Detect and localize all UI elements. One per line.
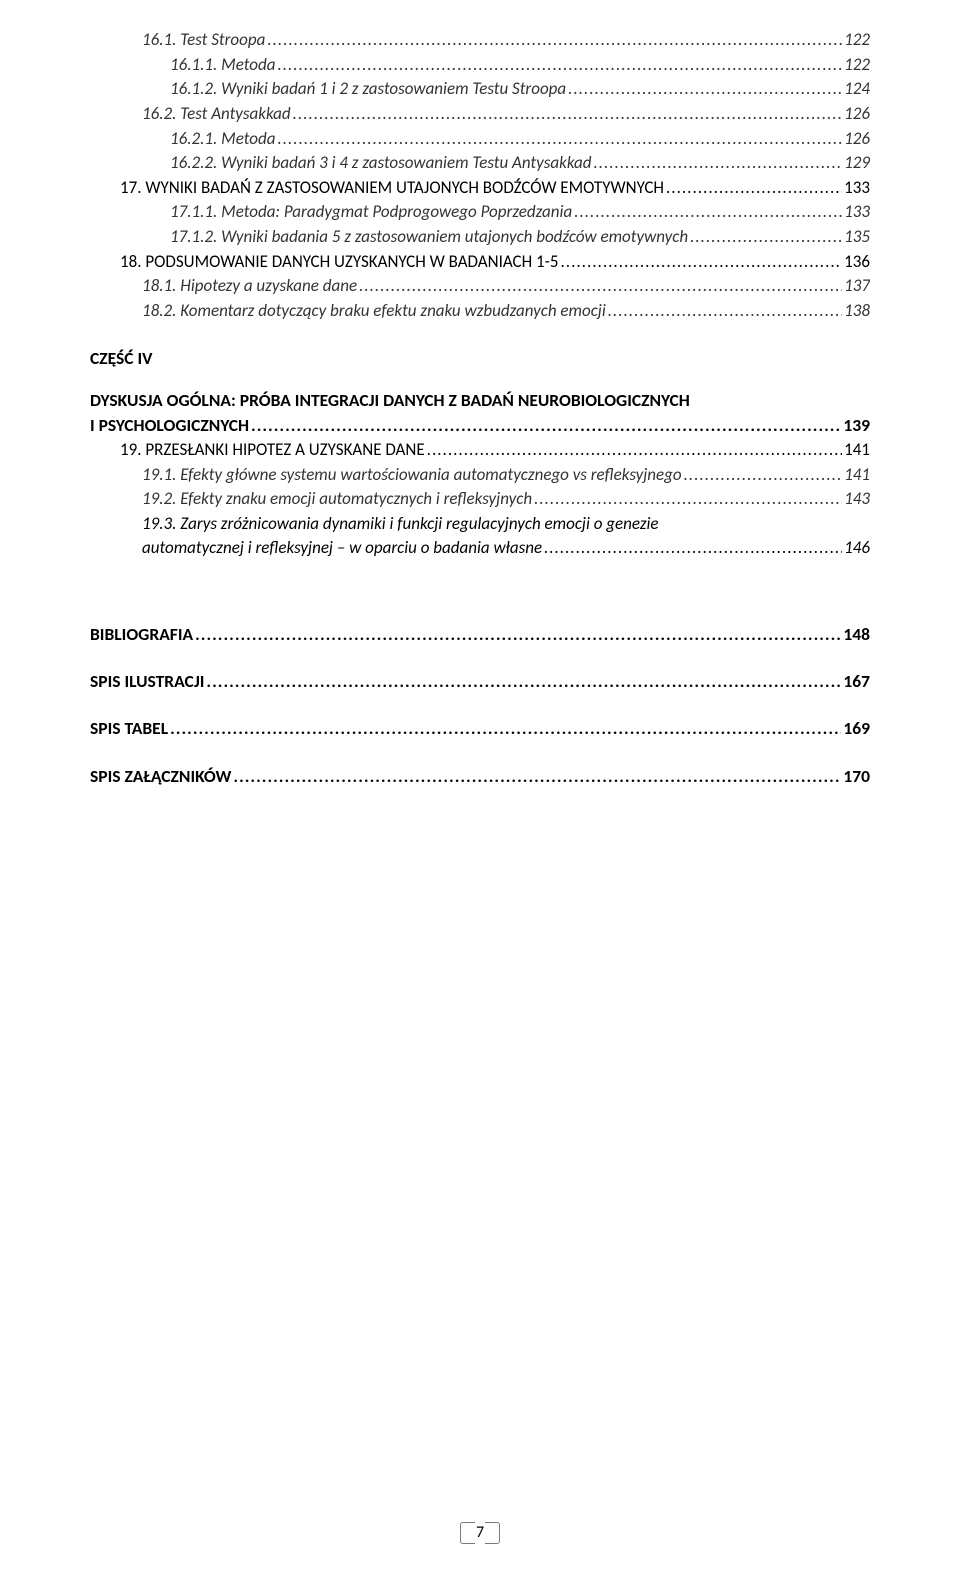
toc-entry: 18.1. Hipotezy a uzyskane dane 137 xyxy=(142,274,870,299)
toc-dots xyxy=(544,536,842,560)
part4-title-page: 139 xyxy=(843,413,870,438)
toc-entry: 19.1. Efekty główne systemu wartościowan… xyxy=(142,463,870,488)
toc-entry-page: 169 xyxy=(843,716,870,741)
toc-entry: 16.1.2. Wyniki badań 1 i 2 z zastosowani… xyxy=(170,77,870,102)
toc-dots xyxy=(568,77,842,102)
toc-entry: SPIS ILUSTRACJI 167 xyxy=(90,669,870,694)
toc-dots xyxy=(608,299,842,324)
part4-title-line1: DYSKUSJA OGÓLNA: PRÓBA INTEGRACJI DANYCH… xyxy=(90,388,870,413)
toc-dots xyxy=(593,151,842,176)
toc-entry-page: 126 xyxy=(844,127,870,152)
toc-entry: SPIS TABEL 169 xyxy=(90,716,870,741)
toc-dots xyxy=(359,274,842,299)
toc-entry: SPIS ZAŁĄCZNIKÓW 170 xyxy=(90,764,870,789)
toc-dots xyxy=(251,413,841,438)
toc-section-top: 16.1. Test Stroopa12216.1.1. Metoda12216… xyxy=(90,28,870,324)
page-number: 7 xyxy=(462,1519,498,1546)
toc-entry-label: 18.1. Hipotezy a uzyskane dane xyxy=(142,274,357,299)
toc-entry-page: 137 xyxy=(844,274,870,299)
toc-entry: BIBLIOGRAFIA 148 xyxy=(90,622,870,647)
toc-entry-19-3: 19.3. Zarys zróżnicowania dynamiki i fun… xyxy=(142,512,870,560)
toc-entry: 17.1.1. Metoda: Paradygmat Podprogowego … xyxy=(170,200,870,225)
toc-entry: 18.2. Komentarz dotyczący braku efektu z… xyxy=(142,299,870,324)
toc-entry-label: 16.1. Test Stroopa xyxy=(142,28,265,53)
toc-entry-page: 124 xyxy=(844,77,870,102)
toc-dots xyxy=(574,200,842,225)
toc-section-mid: 19. PRZESŁANKI HIPOTEZ A UZYSKANE DANE 14… xyxy=(90,438,870,512)
toc-entry-label: SPIS TABEL xyxy=(90,716,168,741)
toc-dots xyxy=(277,127,842,152)
toc-entry-page: 143 xyxy=(844,487,870,512)
toc-entry-page: 129 xyxy=(844,151,870,176)
toc-entry-page: 138 xyxy=(844,299,870,324)
toc-dots xyxy=(561,250,843,275)
part4-title-line2: I PSYCHOLOGICZNYCH 139 xyxy=(90,413,870,438)
toc-entry-label: 19.1. Efekty główne systemu wartościowan… xyxy=(142,463,682,488)
toc-entry-label: 17.1.2. Wyniki badania 5 z zastosowaniem… xyxy=(170,225,688,250)
toc-entry-19-3-page: 146 xyxy=(844,536,870,560)
toc-dots xyxy=(534,487,842,512)
toc-entry: 19. PRZESŁANKI HIPOTEZ A UZYSKANE DANE 14… xyxy=(120,438,870,463)
toc-entry-page: 122 xyxy=(844,28,870,53)
toc-entry: 16.1.1. Metoda 122 xyxy=(170,53,870,78)
toc-entry-label: 16.1.1. Metoda xyxy=(170,53,275,78)
toc-dots xyxy=(690,225,842,250)
toc-entry-label: 17. WYNIKI BADAŃ Z ZASTOSOWANIEM UTAJONY… xyxy=(120,176,664,201)
toc-dots xyxy=(195,622,841,647)
toc-entry-label: 16.2.1. Metoda xyxy=(170,127,275,152)
toc-entry-label: 16.2.2. Wyniki badań 3 i 4 z zastosowani… xyxy=(170,151,591,176)
page-footer: 7 xyxy=(0,1519,960,1546)
toc-entry: 16.2.1. Metoda 126 xyxy=(170,127,870,152)
toc-entry-19-3-l1: 19.3. Zarys zróżnicowania dynamiki i fun… xyxy=(142,512,870,536)
toc-section-bottom: BIBLIOGRAFIA 148 SPIS ILUSTRACJI 167 SPIS TA… xyxy=(90,622,870,790)
toc-entry: 16.2.2. Wyniki badań 3 i 4 z zastosowani… xyxy=(170,151,870,176)
toc-entry: 16.2. Test Antysakkad 126 xyxy=(142,102,870,127)
toc-entry-page: 122 xyxy=(844,53,870,78)
toc-dots xyxy=(170,716,841,741)
toc-entry: 18. PODSUMOWANIE DANYCH UZYSKANYCH W BAD… xyxy=(120,250,870,275)
toc-entry-label: 16.2. Test Antysakkad xyxy=(142,102,291,127)
toc-dots xyxy=(206,669,841,694)
toc-entry-page: 167 xyxy=(843,669,870,694)
toc-dots xyxy=(427,438,842,463)
toc-dots xyxy=(684,463,843,488)
toc-entry-page: 141 xyxy=(844,438,870,463)
toc-entry-label: SPIS ZAŁĄCZNIKÓW xyxy=(90,764,231,789)
toc-dots xyxy=(267,28,842,53)
toc-entry-label: SPIS ILUSTRACJI xyxy=(90,669,204,694)
toc-entry-label: BIBLIOGRAFIA xyxy=(90,622,193,647)
part4-label: CZĘŚĆ IV xyxy=(90,346,870,371)
toc-entry-page: 133 xyxy=(844,200,870,225)
toc-entry-page: 126 xyxy=(844,102,870,127)
toc-entry-page: 170 xyxy=(843,764,870,789)
toc-entry: 17. WYNIKI BADAŃ Z ZASTOSOWANIEM UTAJONY… xyxy=(120,176,870,201)
toc-entry: 19.2. Efekty znaku emocji automatycznych… xyxy=(142,487,870,512)
part4-title-line2-label: I PSYCHOLOGICZNYCH xyxy=(90,413,249,438)
toc-entry-label: 19. PRZESŁANKI HIPOTEZ A UZYSKANE DANE xyxy=(120,438,425,463)
toc-entry-page: 135 xyxy=(844,225,870,250)
toc-entry-label: 16.1.2. Wyniki badań 1 i 2 z zastosowani… xyxy=(170,77,566,102)
toc-entry-page: 136 xyxy=(844,250,870,275)
toc-entry-page: 141 xyxy=(844,463,870,488)
toc-entry-page: 148 xyxy=(843,622,870,647)
toc-dots xyxy=(293,102,842,127)
toc-entry-19-3-l2-label: automatycznej i refleksyjnej – w oparciu… xyxy=(142,536,542,560)
toc-entry-label: 18.2. Komentarz dotyczący braku efektu z… xyxy=(142,299,606,324)
toc-dots xyxy=(666,176,842,201)
toc-entry-label: 18. PODSUMOWANIE DANYCH UZYSKANYCH W BAD… xyxy=(120,250,559,275)
toc-entry: 16.1. Test Stroopa 122 xyxy=(142,28,870,53)
toc-dots xyxy=(233,764,841,789)
toc-dots xyxy=(277,53,842,78)
toc-entry-page: 133 xyxy=(844,176,870,201)
toc-entry-label: 19.2. Efekty znaku emocji automatycznych… xyxy=(142,487,532,512)
toc-entry-label: 17.1.1. Metoda: Paradygmat Podprogowego … xyxy=(170,200,572,225)
toc-entry: 17.1.2. Wyniki badania 5 z zastosowaniem… xyxy=(170,225,870,250)
